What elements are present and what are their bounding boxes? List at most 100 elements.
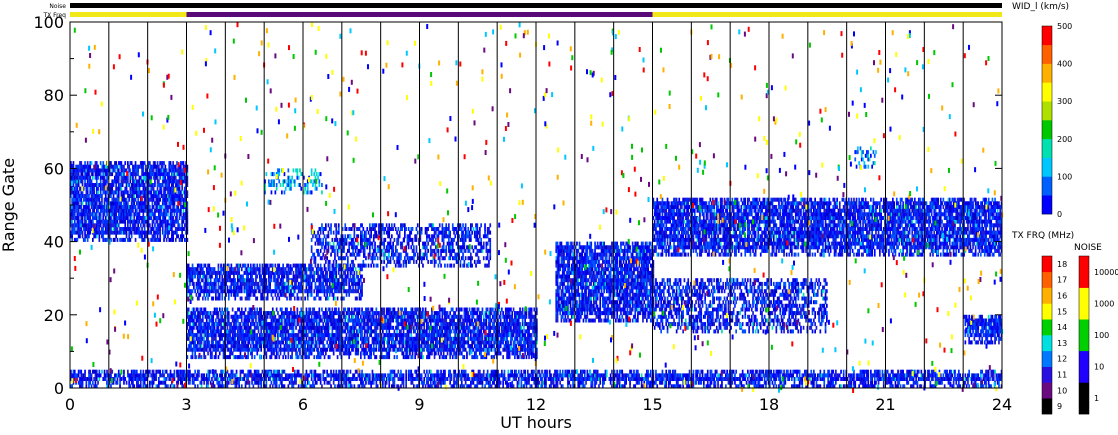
echo-cell (252, 347, 255, 352)
echo-cell (138, 234, 141, 239)
echo-cell (350, 336, 353, 341)
echo-cell (313, 318, 316, 323)
echo-cell (130, 186, 133, 191)
echo-cell (441, 325, 444, 330)
echo-cell (296, 311, 299, 316)
echo-cell (117, 179, 120, 184)
echo-cell (187, 278, 190, 283)
echo-cell (256, 325, 259, 330)
echo-cell (332, 311, 335, 316)
echo-cell (299, 340, 301, 345)
echo-cell (259, 314, 261, 319)
echo-cell (414, 307, 416, 312)
echo-cell (303, 325, 305, 330)
echo-cell (363, 347, 366, 352)
echo-cell (435, 340, 437, 345)
echo-cell (291, 292, 293, 297)
echo-cell (94, 230, 97, 235)
echo-cell (385, 329, 388, 334)
echo-cell (159, 186, 161, 191)
echo-cell (423, 325, 426, 330)
echo-cell (189, 325, 191, 330)
echo-cell (234, 325, 237, 330)
echo-cell (383, 325, 385, 330)
echo-cell (349, 333, 352, 338)
echo-cell (187, 311, 190, 316)
echo-cell (244, 289, 247, 294)
echo-cell (252, 333, 255, 338)
echo-cell (388, 333, 391, 338)
echo-cell (139, 164, 142, 169)
echo-cell (71, 212, 73, 217)
echo-cell (279, 344, 282, 349)
echo-cell (429, 340, 432, 345)
echo-cell (103, 223, 106, 228)
echo-cell (73, 230, 76, 235)
echo-cell (362, 351, 365, 356)
echo-cell (196, 314, 199, 319)
echo-cell (156, 186, 159, 191)
echo-cell (116, 164, 119, 169)
echo-cell (275, 267, 278, 272)
echo-cell (277, 285, 279, 290)
echo-cell (186, 270, 189, 275)
echo-cell (332, 274, 335, 279)
echo-cell (253, 270, 256, 275)
echo-cell (117, 201, 120, 206)
echo-cell (286, 329, 288, 334)
echo-cell (112, 190, 115, 195)
echo-cell (82, 186, 85, 191)
echo-cell (365, 314, 367, 319)
echo-cell (152, 168, 155, 173)
echo-cell (229, 289, 231, 294)
echo-cell (133, 205, 136, 209)
echo-cell (193, 281, 195, 286)
echo-cell (374, 340, 376, 345)
echo-cell (115, 234, 117, 239)
echo-cell (391, 325, 393, 330)
echo-cell (407, 311, 410, 316)
echo-cell (283, 292, 286, 297)
echo-cell (196, 296, 199, 301)
echo-cell (167, 172, 169, 177)
echo-cell (235, 263, 238, 268)
echo-cell (227, 314, 230, 319)
echo-cell (110, 212, 112, 217)
echo-cell (238, 336, 240, 341)
echo-cell (356, 318, 358, 323)
echo-cell (191, 270, 194, 275)
echo-cell (112, 219, 115, 224)
echo-cell (90, 194, 93, 198)
echo-cell (218, 322, 221, 327)
echo-cell (230, 325, 233, 330)
echo-cell (169, 179, 172, 184)
echo-cell (432, 318, 435, 323)
echo-cell (92, 237, 94, 242)
echo-cell (238, 314, 240, 319)
echo-cell (277, 318, 279, 323)
echo-cell (151, 172, 154, 177)
echo-cell (106, 201, 108, 206)
echo-cell (306, 355, 309, 360)
echo-cell (86, 194, 89, 198)
echo-cell (212, 296, 215, 301)
echo-cell (161, 168, 164, 173)
echo-cell (290, 344, 292, 349)
echo-cell (203, 351, 205, 356)
echo-cell (266, 329, 269, 334)
echo-cell (159, 219, 161, 224)
echo-cell (208, 267, 211, 272)
echo-cell (80, 164, 83, 169)
echo-cell (275, 325, 278, 330)
echo-cell (198, 296, 200, 301)
echo-cell (308, 322, 310, 327)
echo-cell (178, 227, 181, 231)
echo-cell (361, 292, 363, 297)
echo-cell (321, 318, 323, 323)
echo-cell (394, 314, 397, 319)
echo-cell (147, 223, 150, 228)
echo-cell (248, 270, 251, 275)
echo-cell (189, 322, 191, 327)
echo-cell (181, 223, 183, 228)
echo-cell (102, 208, 105, 213)
